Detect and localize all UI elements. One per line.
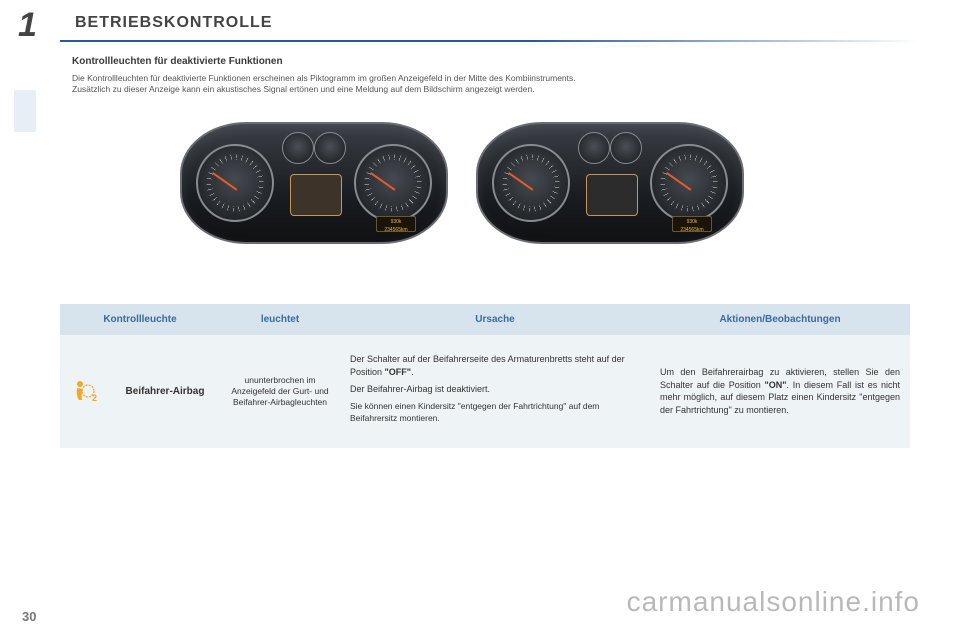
tachometer-gauge <box>354 144 432 222</box>
warning-lights-table: Kontrollleuchte leuchtet Ursache Aktione… <box>60 304 910 448</box>
col-header-ursache: Ursache <box>340 304 650 335</box>
odometer: 930k 234565km <box>672 216 712 232</box>
passenger-airbag-icon: 2 <box>70 378 100 402</box>
table-row: 2 Beifahrer-Airbag ununterbrochen im Anz… <box>60 335 910 448</box>
col-header-aktionen: Aktionen/Beobachtungen <box>650 304 910 335</box>
col-header-leuchtet: leuchtet <box>220 304 340 335</box>
cell-cause: Der Schalter auf der Beifahrerseite des … <box>340 335 650 448</box>
cell-icon: 2 <box>60 335 110 448</box>
svg-text:2: 2 <box>92 393 97 402</box>
small-gauge <box>282 132 314 164</box>
small-gauge <box>610 132 642 164</box>
side-tab <box>14 90 36 132</box>
watermark: carmanualsonline.info <box>627 586 920 618</box>
col-header-kontrollleuchte: Kontrollleuchte <box>60 304 220 335</box>
cell-action: Um den Beifahrerairbag zu aktivieren, st… <box>650 335 910 448</box>
speedometer-gauge <box>196 144 274 222</box>
cell-name: Beifahrer-Airbag <box>110 335 220 448</box>
body-text: Die Kontrollleuchten für deaktivierte Fu… <box>72 73 910 96</box>
body-line: Zusätzlich zu dieser Anzeige kann ein ak… <box>72 84 910 95</box>
header-rule <box>60 40 920 42</box>
subsection-title: Kontrollleuchten für deaktivierte Funkti… <box>72 56 910 67</box>
dashboard-images-row: 930k 234565km 930k 234565km <box>180 122 910 244</box>
dashboard-image-b: 930k 234565km <box>476 122 744 244</box>
speedometer-gauge <box>492 144 570 222</box>
small-gauge <box>314 132 346 164</box>
chapter-number: 1 <box>18 6 35 45</box>
small-gauge <box>578 132 610 164</box>
tachometer-gauge <box>650 144 728 222</box>
cell-status: ununterbrochen im Anzeigefeld der Gurt- … <box>220 335 340 448</box>
section-title: BETRIEBSKONTROLLE <box>75 14 272 32</box>
center-display <box>290 174 342 216</box>
page-number: 30 <box>22 609 36 624</box>
body-line: Die Kontrollleuchten für deaktivierte Fu… <box>72 73 910 84</box>
center-display <box>586 174 638 216</box>
dashboard-image-a: 930k 234565km <box>180 122 448 244</box>
odometer: 930k 234565km <box>376 216 416 232</box>
